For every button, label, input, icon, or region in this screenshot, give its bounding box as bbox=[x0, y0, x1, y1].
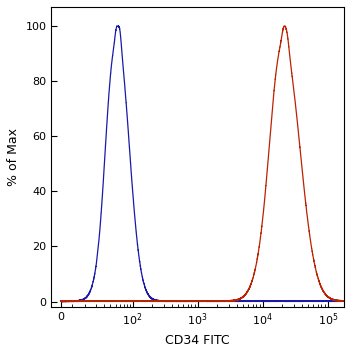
X-axis label: CD34 FITC: CD34 FITC bbox=[165, 334, 230, 347]
Y-axis label: % of Max: % of Max bbox=[7, 128, 20, 186]
